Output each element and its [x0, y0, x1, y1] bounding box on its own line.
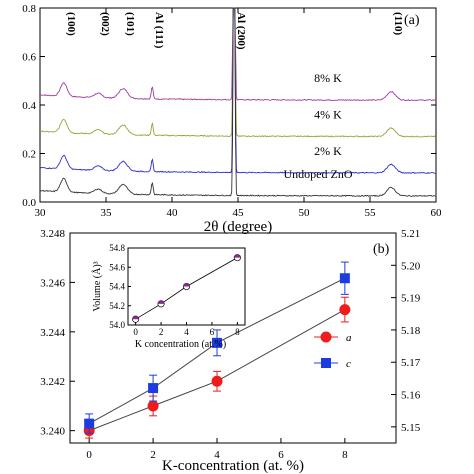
b-point-c — [148, 383, 159, 394]
a-curve-8-K — [40, 7, 436, 102]
b-x-tick-label: 6 — [278, 449, 284, 461]
inset-x-tick-label: 2 — [159, 327, 164, 337]
a-y-tick-label: 0.6 — [22, 52, 36, 64]
volume-inset: 0 2 4 6 8 54.0 54.2 54.4 54.6 54.8 K concentration… — [91, 243, 246, 350]
a-peak-label: (110) — [392, 12, 404, 36]
inset-x-tick-label: 0 — [133, 327, 138, 337]
b-y-right-tick-label: 5.21 — [401, 228, 420, 240]
legend-marker-c — [321, 358, 331, 368]
inset-xlabel: K concentration (at.%) — [135, 339, 226, 350]
b-y-right-tick-label: 5.18 — [401, 325, 421, 337]
b-y-right-tick-label: 5.16 — [401, 390, 421, 402]
inset-y-tick-label: 54.4 — [109, 282, 125, 292]
a-curve-label: 4% K — [314, 108, 342, 122]
a-x-tick-label: 50 — [299, 207, 311, 219]
a-peak-label: (100) — [65, 12, 77, 36]
inset-y-tick-label: 54.6 — [109, 262, 125, 272]
b-line-c — [88, 277, 346, 425]
b-x-tick-label: 8 — [342, 449, 348, 461]
a-peak-label: Al (111) — [153, 12, 165, 49]
panel-a-peak-labels: (100) (002) (101) Al (111) Al (200) (110) — [65, 12, 404, 50]
b-x-tick-label: 0 — [86, 449, 92, 461]
b-y-right-tick-label: 5.15 — [401, 422, 421, 434]
a-curve-label: Undoped ZnO — [284, 167, 353, 181]
b-x-tick-label: 4 — [214, 449, 220, 461]
b-point-c — [339, 273, 350, 284]
inset-y-tick-label: 54.0 — [109, 320, 125, 330]
panel-b-frame — [69, 232, 397, 444]
inset-point-half — [234, 254, 241, 258]
a-y-tick-label: 0.0 — [22, 197, 36, 209]
a-curve-4-K — [39, 7, 436, 138]
panel-b-ticks: 0 2 4 6 8 3.240 3.242 3.244 3.246 3.248 5.15 5.16 5.… — [40, 228, 421, 461]
a-x-tick-label: 55 — [365, 207, 377, 219]
b-y-left-tick-label: 3.248 — [40, 228, 65, 240]
legend-marker-a — [320, 331, 332, 343]
panel-b-legend: ac — [314, 331, 352, 370]
a-y-tick-label: 0.2 — [22, 149, 36, 161]
a-peak-label: (101) — [124, 12, 136, 36]
a-x-tick-label: 60 — [431, 207, 443, 219]
b-y-left-tick-label: 3.240 — [40, 426, 65, 438]
panel-a-xlabel: 2θ (degree) — [204, 219, 272, 235]
b-point-c — [84, 418, 95, 429]
a-x-tick-label: 45 — [233, 207, 245, 219]
panel-a-label: (a) — [404, 13, 420, 28]
b-x-tick-label: 2 — [150, 449, 156, 461]
a-x-tick-label: 40 — [167, 207, 179, 219]
b-y-right-tick-label: 5.20 — [401, 260, 421, 272]
inset-y-tick-label: 54.2 — [109, 301, 125, 311]
legend-label-a: a — [346, 332, 352, 344]
b-point-c — [212, 337, 223, 348]
b-y-right-tick-label: 5.19 — [401, 293, 421, 305]
b-y-left-tick-label: 3.246 — [40, 277, 65, 289]
a-x-tick-label: 30 — [35, 207, 47, 219]
b-y-left-tick-label: 3.242 — [40, 376, 65, 388]
b-point-a — [211, 375, 223, 387]
inset-x-tick-label: 6 — [210, 327, 215, 337]
b-y-left-tick-label: 3.244 — [40, 327, 65, 339]
inset-point-half — [157, 300, 165, 304]
a-y-tick-label: 0.8 — [22, 3, 36, 15]
panel-a-curves: 8% K 4% K 2% K Undoped ZnO — [39, 7, 436, 197]
panel-b-label: (b) — [373, 242, 390, 257]
inset-line — [135, 257, 238, 320]
inset-y-tick-label: 54.8 — [109, 243, 125, 253]
inset-x-tick-label: 4 — [184, 327, 189, 337]
panel-a-xrd-chart: 30 35 40 45 50 55 60 0.0 0.2 0.4 0.6 0.8 8% K 4% K 2%… — [22, 3, 442, 235]
panel-b-xlabel: K-concentration (at. %) — [162, 458, 304, 474]
inset-point-half — [183, 283, 190, 287]
panel-b-lattice-chart: 0 2 4 6 8 3.240 3.242 3.244 3.246 3.248 5.15 5.16 5.… — [40, 228, 421, 474]
b-point-a — [147, 400, 159, 412]
a-peak-label: (002) — [99, 12, 111, 36]
panel-b-series — [83, 261, 351, 439]
legend-label-c: c — [346, 358, 351, 370]
b-point-a — [339, 304, 351, 316]
a-x-tick-label: 35 — [101, 207, 113, 219]
inset-ylabel: Volume (Å)³ — [91, 261, 103, 311]
a-curve-Undoped-ZnO — [39, 7, 436, 197]
a-curve-2-K — [39, 7, 436, 174]
inset-point-half — [132, 316, 139, 320]
a-y-tick-label: 0.4 — [22, 100, 36, 112]
b-y-right-tick-label: 5.17 — [401, 357, 421, 369]
inset-x-tick-label: 8 — [235, 327, 240, 337]
a-peak-label: Al (200) — [235, 12, 247, 50]
b-line-a — [89, 309, 346, 432]
a-curve-label: 2% K — [314, 144, 342, 158]
panel-a-ticks: 30 35 40 45 50 55 60 0.0 0.2 0.4 0.6 0.8 — [22, 3, 442, 219]
a-curve-label: 8% K — [314, 71, 342, 85]
